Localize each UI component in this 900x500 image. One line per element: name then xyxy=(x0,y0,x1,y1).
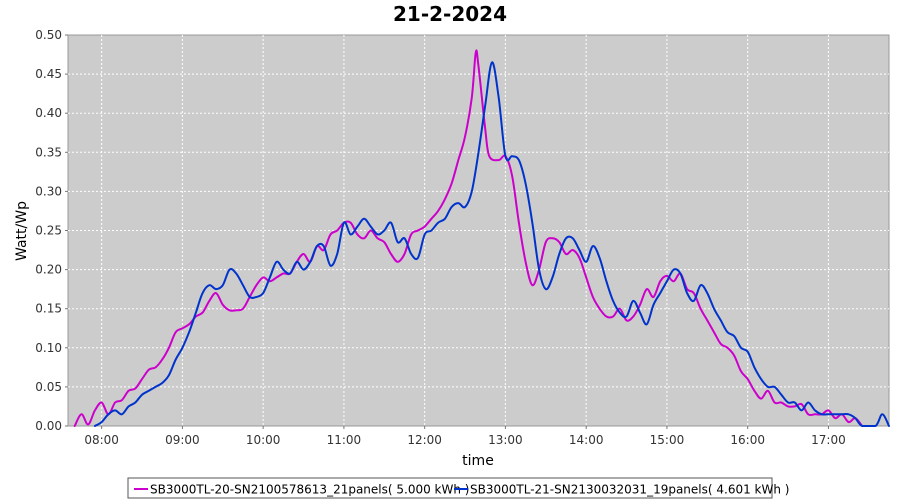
x-axis-label: time xyxy=(462,453,494,469)
x-tick-label: 11:00 xyxy=(327,433,362,447)
x-tick-label: 13:00 xyxy=(488,433,523,447)
y-tick-label: 0.25 xyxy=(35,224,62,238)
grid xyxy=(68,35,889,426)
x-tick-label: 16:00 xyxy=(730,433,765,447)
series-line-2 xyxy=(93,61,890,427)
series-layer xyxy=(73,49,890,427)
legend-box xyxy=(127,477,773,499)
x-tick-label: 12:00 xyxy=(407,433,442,447)
y-tick-label: 0.00 xyxy=(35,419,62,433)
axes: 0.00 0.05 0.10 0.15 0.20 0.25 0.30 0.35 0.40 0.45… xyxy=(35,28,845,447)
series-line-1 xyxy=(73,49,864,427)
x-tick-label: 10:00 xyxy=(246,433,281,447)
y-tick-label: 0.45 xyxy=(35,67,62,81)
legend: SB3000TL-20-SN2100578613_21panels( 5.000… xyxy=(127,477,789,499)
x-tick-label: 17:00 xyxy=(811,433,846,447)
legend-label-2: SB3000TL-21-SN2130032031_19panels( 4.601… xyxy=(470,483,789,497)
y-tick-label: 0.35 xyxy=(35,145,62,159)
y-tick-label: 0.15 xyxy=(35,302,62,316)
y-tick-label: 0.50 xyxy=(35,28,62,42)
y-tick-label: 0.10 xyxy=(35,341,62,355)
legend-label-1: SB3000TL-20-SN2100578613_21panels( 5.000… xyxy=(150,483,469,497)
y-tick-label: 0.05 xyxy=(35,380,62,394)
chart-title: 21-2-2024 xyxy=(393,2,507,26)
x-tick-label: 09:00 xyxy=(165,433,200,447)
y-tick-label: 0.30 xyxy=(35,184,62,198)
x-tick-label: 15:00 xyxy=(650,433,685,447)
y-tick-label: 0.20 xyxy=(35,263,62,277)
y-tick-label: 0.40 xyxy=(35,106,62,120)
y-axis-label: Watt/Wp xyxy=(14,201,30,261)
x-tick-label: 14:00 xyxy=(569,433,604,447)
x-tick-label: 08:00 xyxy=(84,433,119,447)
